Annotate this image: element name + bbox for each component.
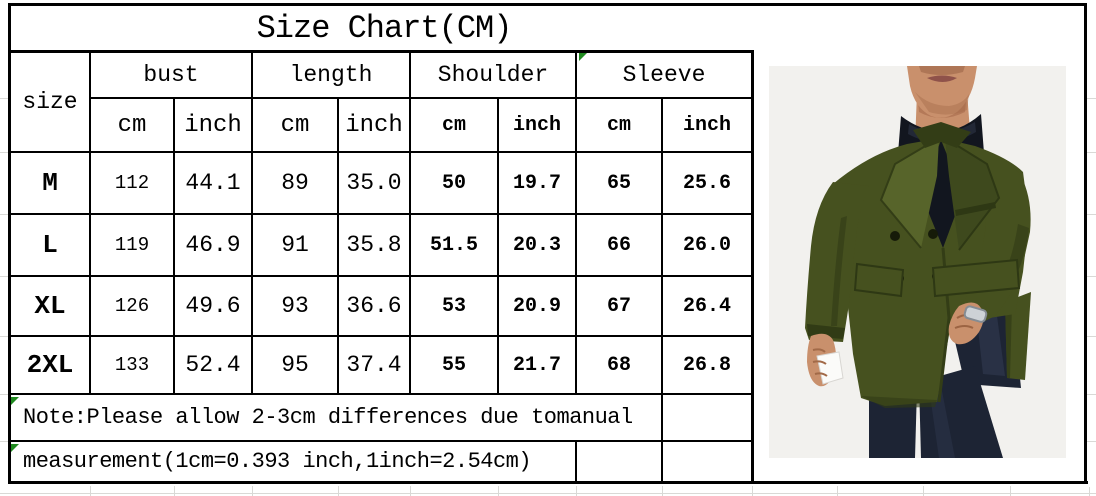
size-label-2XL: 2XL	[10, 336, 90, 394]
value-cell: 49.6	[174, 276, 252, 336]
value-cell: 112	[90, 152, 174, 214]
gridline	[1089, 487, 1090, 496]
coat-model-illustration	[769, 66, 1066, 458]
gridline	[0, 441, 8, 442]
page-title: Size Chart(CM)	[256, 9, 513, 47]
value-cell: 26.0	[662, 214, 752, 276]
outer-bottom-border	[752, 481, 1088, 484]
gridline	[90, 486, 91, 496]
value-cell: 20.9	[498, 276, 576, 336]
value-cell: 52.4	[174, 336, 252, 394]
value-cell: 89	[252, 152, 338, 214]
value-cell: 36.6	[338, 276, 410, 336]
gridline	[0, 152, 8, 153]
gridline	[1087, 441, 1096, 442]
unit-header-cell: inch	[498, 98, 576, 152]
unit-header-cell: cm	[576, 98, 662, 152]
unit-header-cell: inch	[662, 98, 752, 152]
gridline	[1087, 276, 1096, 277]
gridline	[410, 486, 411, 496]
gridline	[837, 486, 838, 496]
value-cell: 19.7	[498, 152, 576, 214]
title-row: Size Chart(CM)	[8, 3, 1087, 50]
product-photo	[769, 66, 1066, 458]
value-cell: 25.6	[662, 152, 752, 214]
value-cell: 26.8	[662, 336, 752, 394]
gridline	[1087, 394, 1096, 395]
gridline	[0, 336, 8, 337]
note-line-2: measurement(1cm=0.393 inch,1inch=2.54cm)	[10, 441, 576, 482]
value-cell: 26.4	[662, 276, 752, 336]
value-cell: 37.4	[338, 336, 410, 394]
unit-header-cell: cm	[90, 98, 174, 152]
gridline	[1087, 336, 1096, 337]
value-cell: 119	[90, 214, 174, 276]
col-header-size: size	[10, 52, 90, 152]
gridline	[0, 214, 8, 215]
error-marker-sleeve-cell	[579, 53, 587, 61]
value-cell: 133	[90, 336, 174, 394]
value-cell: 35.8	[338, 214, 410, 276]
col-header-bust: bust	[90, 52, 252, 98]
gridline	[1010, 486, 1011, 496]
note-line-1: Note:Please allow 2-3cm differences due …	[10, 394, 662, 441]
value-cell: 35.0	[338, 152, 410, 214]
gridline	[752, 486, 753, 496]
col-header-length: length	[252, 52, 410, 98]
value-cell: 91	[252, 214, 338, 276]
value-cell: 67	[576, 276, 662, 336]
empty-cell	[662, 441, 752, 482]
col-header-shoulder: Shoulder	[410, 52, 576, 98]
error-marker-note2-cell	[11, 444, 19, 452]
gridline	[0, 394, 8, 395]
unit-header-cell: inch	[338, 98, 410, 152]
gridline	[923, 486, 924, 496]
gridline	[498, 486, 499, 496]
empty-cell	[576, 441, 662, 482]
value-cell: 44.1	[174, 152, 252, 214]
size-label-XL: XL	[10, 276, 90, 336]
value-cell: 51.5	[410, 214, 498, 276]
size-label-M: M	[10, 152, 90, 214]
gridline	[338, 486, 339, 496]
gridline	[0, 98, 8, 99]
value-cell: 68	[576, 336, 662, 394]
gridline	[0, 276, 8, 277]
wrist-watch	[963, 305, 988, 323]
value-cell: 20.3	[498, 214, 576, 276]
value-cell: 93	[252, 276, 338, 336]
value-cell: 50	[410, 152, 498, 214]
outer-right-border	[1084, 3, 1087, 484]
error-marker-note1-cell	[11, 397, 19, 405]
gridline	[576, 486, 577, 496]
value-cell: 65	[576, 152, 662, 214]
value-cell: 126	[90, 276, 174, 336]
value-cell: 53	[410, 276, 498, 336]
gridline	[1087, 152, 1096, 153]
gridline	[1087, 98, 1096, 99]
value-cell: 66	[576, 214, 662, 276]
unit-header-cell: inch	[174, 98, 252, 152]
gridline	[174, 486, 175, 496]
unit-header-cell: cm	[410, 98, 498, 152]
size-label-L: L	[10, 214, 90, 276]
unit-header-cell: cm	[252, 98, 338, 152]
gridline	[252, 486, 253, 496]
value-cell: 21.7	[498, 336, 576, 394]
size-table: size bust length Shoulder Sleeve Note:Pl…	[8, 50, 754, 484]
value-cell: 95	[252, 336, 338, 394]
col-header-sleeve: Sleeve	[576, 52, 752, 98]
gridline	[1087, 214, 1096, 215]
empty-cell	[662, 394, 752, 441]
value-cell: 46.9	[174, 214, 252, 276]
gridline	[0, 493, 1096, 494]
gridline	[662, 486, 663, 496]
value-cell: 55	[410, 336, 498, 394]
